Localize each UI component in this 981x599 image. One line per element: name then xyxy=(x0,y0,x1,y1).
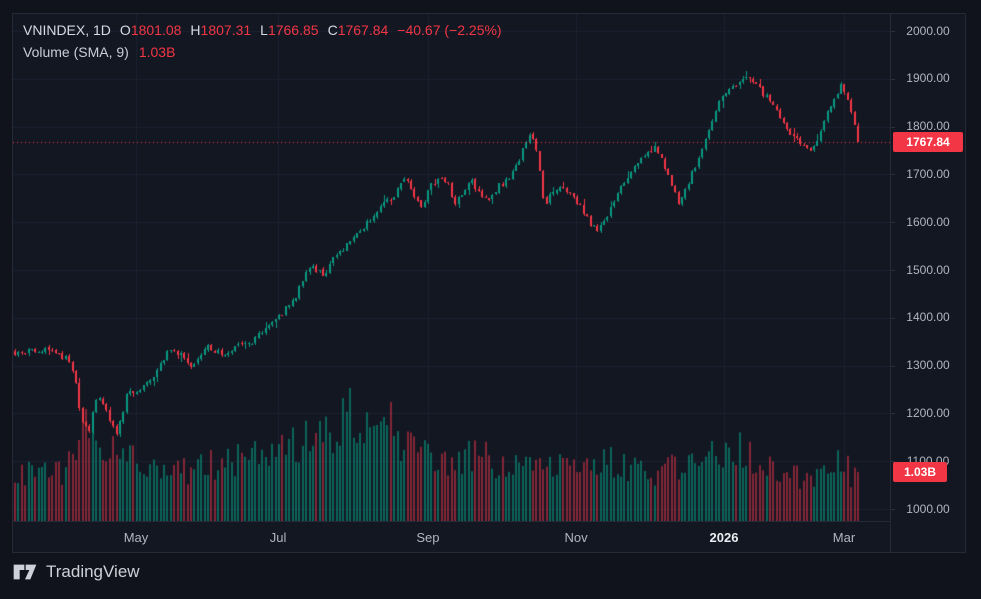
price-axis-tick xyxy=(891,126,895,128)
price-axis-tick xyxy=(891,174,895,176)
symbol-separator: , xyxy=(85,22,94,38)
chart-pane[interactable]: VNINDEX, 1D O1801.08 H1807.31 L1766.85 C… xyxy=(12,13,890,521)
tradingview-logo[interactable]: TradingView xyxy=(13,561,140,583)
price-axis-label: 1300.00 xyxy=(906,358,950,373)
change-value: −40.67 (−2.25%) xyxy=(397,22,502,38)
time-axis-label: Sep xyxy=(416,530,440,545)
time-axis[interactable]: May Jul Sep Nov 2026 Mar xyxy=(12,521,890,553)
interval-label: 1D xyxy=(93,22,111,38)
legend: VNINDEX, 1D O1801.08 H1807.31 L1766.85 C… xyxy=(23,22,502,66)
high-label: H xyxy=(190,22,201,38)
open-value: 1801.08 xyxy=(130,22,182,38)
price-axis[interactable]: 1767.84 1.03B 2000.00 1900.00 1800.00 1700.… xyxy=(890,13,966,553)
price-axis-label: 1600.00 xyxy=(906,214,950,229)
price-axis-label: 1000.00 xyxy=(906,501,950,516)
high-value: 1807.31 xyxy=(200,22,252,38)
last-price-badge: 1767.84 xyxy=(893,131,963,152)
price-axis-tick xyxy=(891,31,895,32)
volume-indicator-value: 1.03B xyxy=(138,44,176,60)
high-group: H1807.31 xyxy=(190,22,251,38)
open-group: O1801.08 xyxy=(120,22,182,38)
open-label: O xyxy=(119,22,131,38)
price-axis-tick xyxy=(891,78,895,80)
low-group: L1766.85 xyxy=(260,22,318,38)
symbol-row: VNINDEX, 1D O1801.08 H1807.31 L1766.85 C… xyxy=(23,22,502,38)
close-group: C1767.84 xyxy=(328,22,389,38)
volume-row: Volume (SMA, 9) 1.03B xyxy=(23,44,502,60)
volume-badge: 1.03B xyxy=(893,462,947,483)
price-axis-label: 2000.00 xyxy=(906,23,950,38)
low-value: 1766.85 xyxy=(267,22,319,38)
price-chart-canvas[interactable] xyxy=(13,14,890,521)
close-label: C xyxy=(327,22,338,38)
price-axis-label: 1500.00 xyxy=(906,262,950,277)
price-axis-label: 1200.00 xyxy=(906,405,950,420)
price-axis-label: 1900.00 xyxy=(906,71,950,86)
symbol-name: VNINDEX xyxy=(23,22,86,38)
low-label: L xyxy=(260,22,268,38)
price-axis-tick xyxy=(891,270,895,271)
time-axis-label: May xyxy=(123,530,149,545)
time-axis-label: 2026 xyxy=(709,530,739,545)
price-axis-tick xyxy=(891,317,895,319)
tradingview-logo-icon xyxy=(13,564,37,580)
price-axis-label: 1800.00 xyxy=(906,119,950,134)
price-axis-tick xyxy=(891,413,895,415)
tradingview-logo-text: TradingView xyxy=(46,562,140,581)
time-axis-label: Nov xyxy=(564,530,588,545)
symbol-title[interactable]: VNINDEX, 1D xyxy=(23,22,111,38)
volume-indicator-label[interactable]: Volume (SMA, 9) xyxy=(23,44,129,60)
price-axis-tick xyxy=(891,461,895,463)
time-axis-label: Jul xyxy=(269,530,287,545)
price-axis-tick xyxy=(891,509,895,510)
close-value: 1767.84 xyxy=(337,22,389,38)
price-axis-tick xyxy=(891,365,895,367)
time-axis-label: Mar xyxy=(832,530,856,545)
price-axis-label: 1700.00 xyxy=(906,166,950,181)
price-axis-label: 1400.00 xyxy=(906,310,950,325)
price-axis-tick xyxy=(891,222,895,224)
